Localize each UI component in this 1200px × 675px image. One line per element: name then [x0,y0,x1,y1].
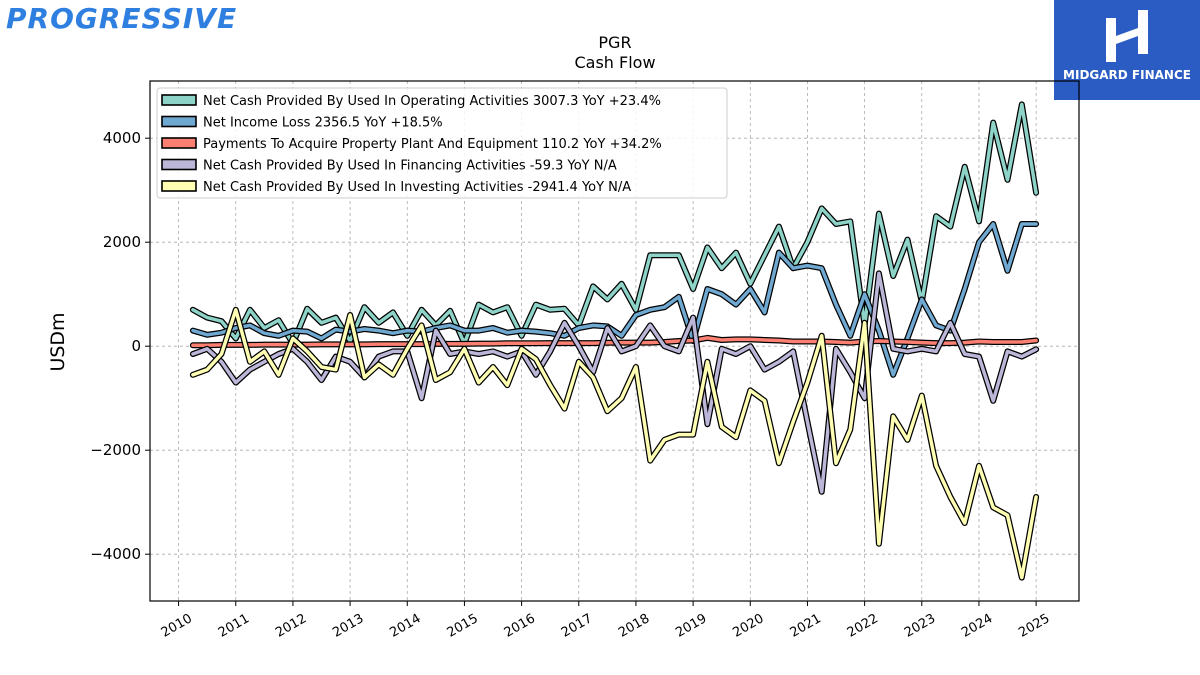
series-core [191,308,1038,580]
midgard-finance-logo: MIDGARD FINANCE [1054,0,1200,100]
legend-swatch [161,158,197,171]
legend-entry: Net Cash Provided By Used In Operating A… [203,94,661,109]
legend-swatch [161,94,197,106]
x-tick-label: 2019 [673,611,709,641]
y-tick-label: 2000 [103,233,141,251]
y-tick-label: 4000 [103,129,141,147]
series-lines [189,101,1040,581]
progressive-logo: PROGRESSIVE [6,2,238,35]
legend: Net Cash Provided By Used In Operating A… [156,87,728,199]
x-tick-label: 2025 [1016,611,1052,641]
legend-swatch [161,180,197,192]
y-tick-label: −4000 [90,545,141,563]
x-tick-label: 2011 [216,611,252,641]
chart-title: PGR [598,33,631,52]
x-tick-label: 2018 [616,611,652,641]
y-tick-label: 0 [131,337,141,355]
series-line-4 [189,270,1040,495]
series-core [191,222,1038,377]
y-tick-label: −2000 [90,441,141,459]
midgard-finance-wordmark: MIDGARD FINANCE [1063,68,1191,82]
series-line-2 [189,221,1040,378]
series-line-5 [189,306,1040,581]
series-core [191,102,1038,346]
chart-subtitle: Cash Flow [574,53,655,72]
legend-entry: Net Cash Provided By Used In Financing A… [203,159,617,174]
legend-entry: Net Cash Provided By Used In Investing A… [203,180,631,195]
x-tick-label: 2021 [788,611,824,641]
x-tick-label: 2015 [445,611,481,641]
midgard-emblem-icon [1106,10,1148,62]
x-tick-label: 2014 [387,611,423,641]
x-tick-label: 2013 [330,611,366,641]
x-tick-label: 2016 [502,611,538,641]
x-tick-label: 2020 [730,611,766,641]
x-tick-label: 2024 [959,611,995,641]
legend-entry: Payments To Acquire Property Plant And E… [203,137,662,152]
plot-frame [149,80,1080,602]
x-tick-label: 2012 [273,611,309,641]
x-tick-label: 2017 [559,611,595,641]
x-tick-label: 2010 [159,611,195,641]
legend-swatch [161,115,197,128]
series-outline [189,270,1040,495]
series-core [191,271,1038,494]
y-axis-label: USDm [47,312,69,371]
legend-swatch [161,137,197,149]
legend-entry: Net Income Loss 2356.5 YoY +18.5% [203,116,443,131]
x-tick-label: 2022 [845,611,881,641]
series-line-1 [189,101,1040,347]
x-tick-label: 2023 [902,611,938,641]
legend-box [156,87,728,199]
